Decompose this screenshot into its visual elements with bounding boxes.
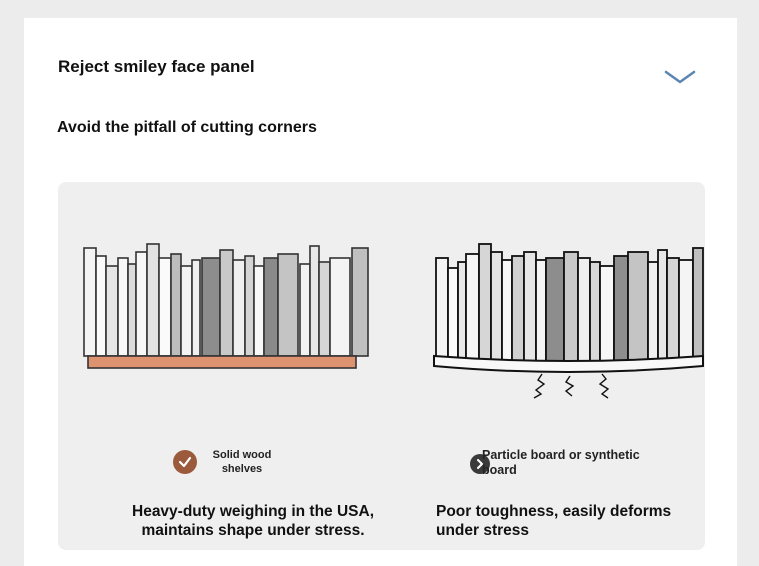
particle-board-label: Particle board or synthetic board bbox=[482, 448, 640, 477]
particle-board-label-row: Particle board or synthetic board bbox=[470, 448, 662, 478]
comparison-panel: Solid wood shelves Heavy-duty weighing i… bbox=[58, 182, 705, 550]
chevron-down-icon[interactable] bbox=[662, 66, 698, 88]
chevron-right-icon bbox=[470, 454, 490, 474]
particle-board-description: Poor toughness, easily deforms under str… bbox=[436, 503, 672, 539]
section-title: Reject smiley face panel bbox=[58, 57, 255, 76]
check-icon bbox=[173, 450, 197, 474]
section-subtitle: Avoid the pitfall of cutting corners bbox=[57, 119, 317, 136]
solid-wood-label-row: Solid wood shelves bbox=[173, 448, 279, 476]
product-detail-card: Reject smiley face panel Avoid the pitfa… bbox=[24, 18, 737, 566]
particle-board-shelf-illustration bbox=[433, 243, 704, 399]
solid-wood-label: Solid wood shelves bbox=[212, 449, 272, 475]
solid-wood-description: Heavy-duty weighing in the USA, maintain… bbox=[132, 503, 374, 539]
solid-wood-shelf-illustration bbox=[83, 243, 369, 369]
